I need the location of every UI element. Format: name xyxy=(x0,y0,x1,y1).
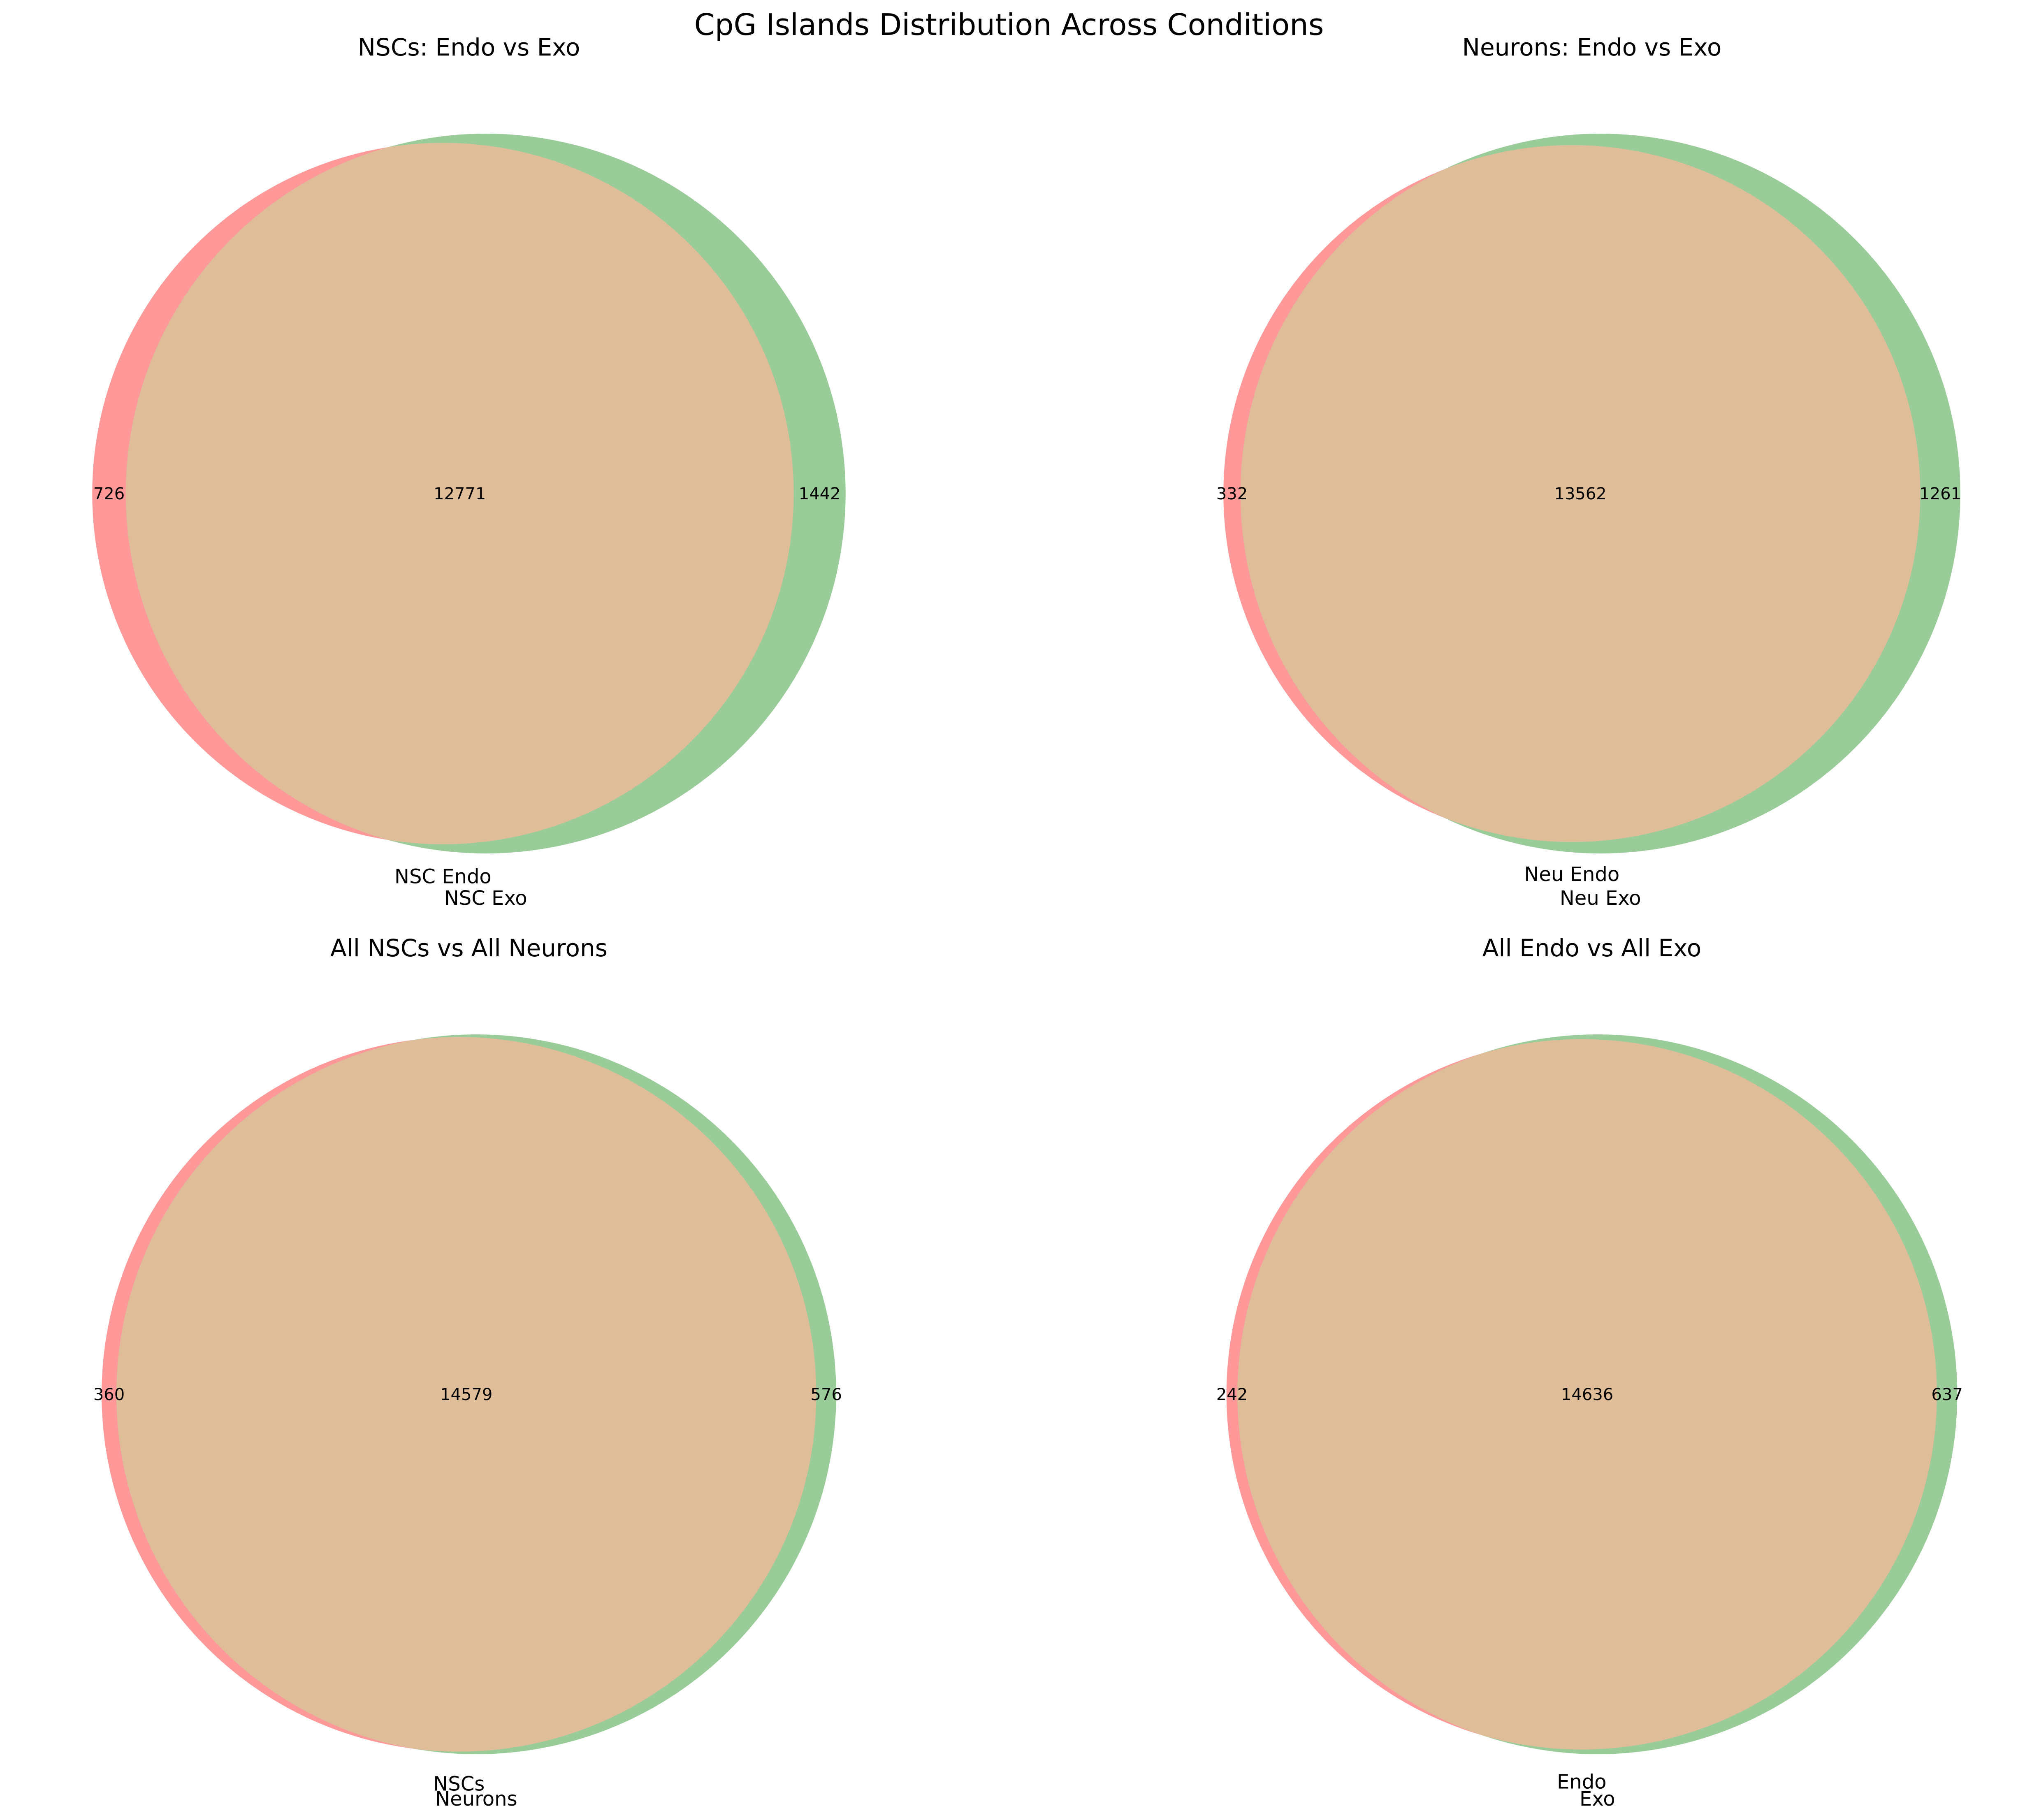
count-right-only: 576 xyxy=(811,1385,842,1404)
count-overlap: 14579 xyxy=(440,1385,492,1404)
set-label-left: NSCs xyxy=(433,1773,485,1796)
count-left-only: 242 xyxy=(1216,1385,1248,1404)
venn-overlap xyxy=(1240,145,1921,842)
set-label-left: Neu Endo xyxy=(1524,863,1620,886)
panel-title: Neurons: Endo vs Exo xyxy=(1462,33,1722,61)
count-left-only: 360 xyxy=(93,1385,125,1404)
count-overlap: 14636 xyxy=(1561,1385,1613,1404)
panel-title: All Endo vs All Exo xyxy=(1482,934,1701,962)
count-left-only: 332 xyxy=(1216,485,1248,503)
venn-panel: NSCs: Endo vs Exo 726 12771 1442 NSC EndoNSC… xyxy=(92,33,846,910)
panel-title: All NSCs vs All Neurons xyxy=(330,934,608,962)
set-label-right: Neurons xyxy=(435,1788,517,1811)
panel-title: NSCs: Endo vs Exo xyxy=(358,33,580,61)
venn-overlap xyxy=(116,1037,816,1752)
set-label-left: Endo xyxy=(1557,1771,1607,1794)
count-right-only: 1261 xyxy=(1919,485,1961,503)
count-overlap: 13562 xyxy=(1554,485,1607,503)
venn-overlap xyxy=(125,143,794,844)
set-label-left: NSC Endo xyxy=(394,865,492,888)
set-label-right: Neu Exo xyxy=(1560,887,1641,910)
venn-panel: Neurons: Endo vs Exo 332 13562 1261 Neu Endo… xyxy=(1216,33,1961,910)
count-left-only: 726 xyxy=(93,485,125,503)
venn-overlap xyxy=(1237,1039,1937,1750)
venn-panel: All NSCs vs All Neurons 360 14579 576 NSCsNe… xyxy=(93,934,842,1811)
set-label-right: NSC Exo xyxy=(444,887,527,910)
count-overlap: 12771 xyxy=(434,485,486,503)
figure-title: CpG Islands Distribution Across Conditio… xyxy=(694,7,1324,42)
count-right-only: 637 xyxy=(1931,1385,1962,1404)
count-right-only: 1442 xyxy=(799,485,841,503)
set-label-right: Exo xyxy=(1580,1788,1615,1811)
